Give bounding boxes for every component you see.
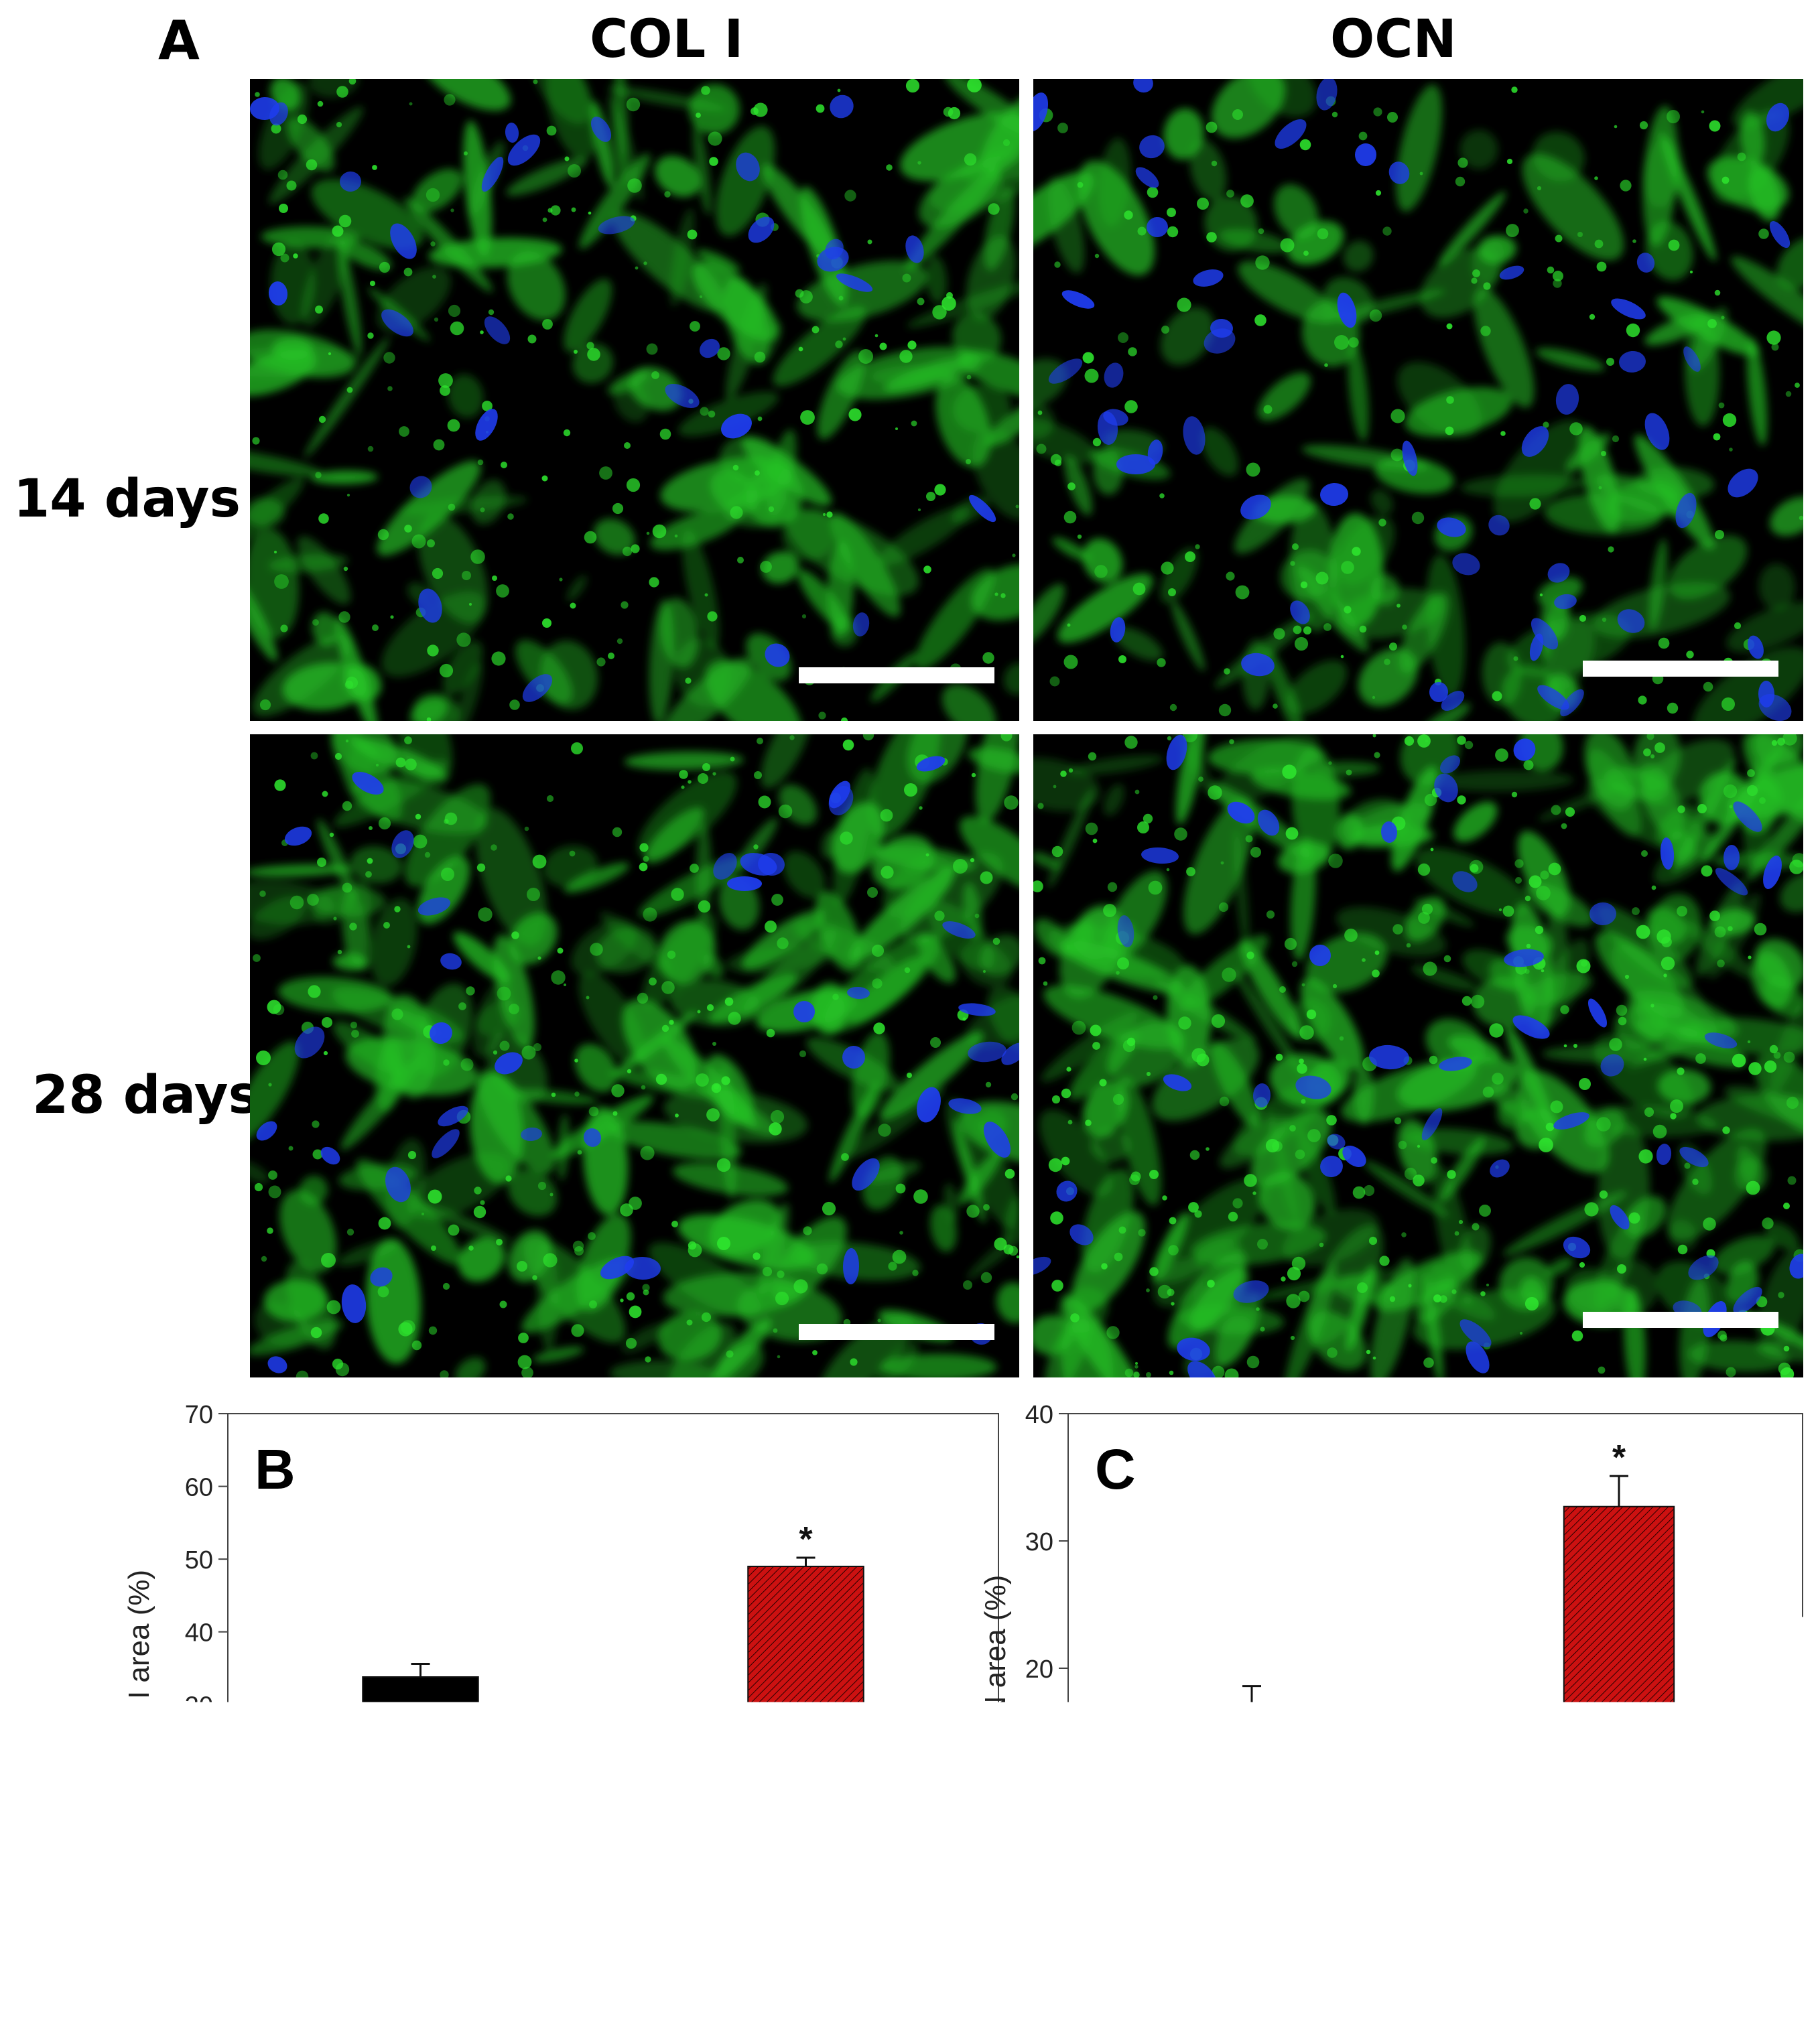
y-tick-label: 60 (185, 1474, 213, 1502)
bar-28 (748, 1566, 864, 1923)
chart-col-i-area: 0 10 20 30 40 50 60 70 14 * 28 Time (days) COL I are… (121, 1400, 1005, 2023)
x-tick-label-14: 14 (1238, 1936, 1266, 1964)
micrograph-texture (250, 79, 1019, 721)
row-label-28-days: 28 days (32, 1065, 259, 1126)
x-tick-label-28: 28 (1605, 1936, 1633, 1964)
scale-bar-col-i-28-days (799, 1324, 994, 1340)
col-header-ocn: OCN (1330, 9, 1457, 70)
micrograph-texture (1033, 734, 1803, 1377)
panel-letter: B (255, 1438, 296, 1501)
y-tick-label: 0 (1039, 1910, 1053, 1938)
y-tick-label: 40 (1025, 1401, 1053, 1429)
micrograph-texture (1033, 79, 1803, 721)
micrograph-col-i-28-days (250, 734, 1019, 1377)
chart-ocn-area: 0 10 20 30 40 14 * 28 Time (days) OCN area (%) C (978, 1400, 1820, 2023)
scale-bar-col-i-14-days (799, 667, 994, 683)
x-tick-label-14: 14 (406, 1936, 434, 1964)
significance-marker-28: * (1612, 1438, 1626, 1477)
plot-frame (1068, 1414, 1803, 1923)
scale-bar-ocn-28-days (1583, 1312, 1778, 1328)
y-tick-label: 70 (185, 1401, 213, 1429)
bar-14 (363, 1677, 478, 1923)
y-tick-label: 40 (185, 1619, 213, 1647)
micrograph-ocn-14-days (1033, 79, 1803, 721)
micrograph-ocn-28-days (1033, 734, 1803, 1377)
y-tick-label: 0 (199, 1910, 213, 1938)
y-axis-label: OCN area (%) (979, 1575, 1012, 1762)
micrograph-texture (250, 734, 1019, 1377)
x-axis-label: Time (days) (532, 1968, 694, 2003)
y-tick-label: 20 (185, 1765, 213, 1793)
bar-28 (1564, 1507, 1674, 1923)
x-axis-label: Time (days) (1354, 1968, 1516, 2003)
row-label-14-days: 14 days (13, 469, 241, 529)
y-axis-label: COL I area (%) (123, 1570, 155, 1767)
scale-bar-ocn-14-days (1583, 661, 1778, 677)
panel-letter: C (1095, 1438, 1136, 1501)
col-header-col-i: COL I (590, 9, 743, 70)
y-tick-label: 10 (1025, 1783, 1053, 1811)
plot-frame (228, 1414, 998, 1923)
panel-a-letter: A (158, 9, 200, 72)
y-tick-label: 50 (185, 1546, 213, 1574)
significance-marker-28: * (799, 1520, 813, 1559)
y-tick-label: 30 (1025, 1528, 1053, 1556)
x-tick-label-28: 28 (791, 1936, 820, 1964)
y-tick-label: 10 (185, 1837, 213, 1865)
bar-14 (1197, 1712, 1307, 1923)
micrograph-col-i-14-days (250, 79, 1019, 721)
y-tick-label: 30 (185, 1692, 213, 1720)
y-tick-label: 20 (1025, 1655, 1053, 1684)
